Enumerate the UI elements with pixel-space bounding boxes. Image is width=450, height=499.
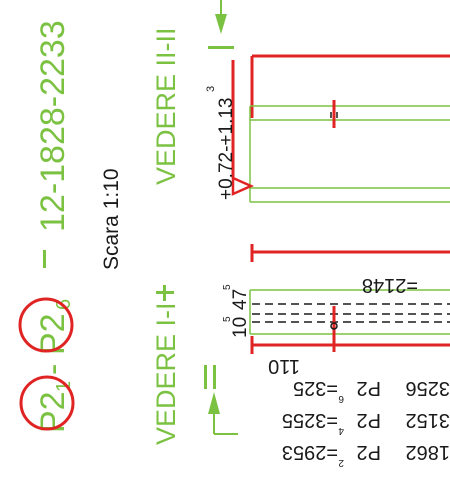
- view-ii-geometry: [231, 54, 450, 203]
- dim-2148: =2148: [362, 274, 418, 296]
- cut-list: 3256 P2 =325 6 3152 P2 =3255 4 1862 P2 =…: [282, 377, 450, 468]
- part-label-base: P2: [34, 391, 72, 433]
- dim-47-sup: 5: [222, 284, 233, 290]
- dim-10: 10 5: [222, 316, 251, 338]
- cut-list-row-sup: 2: [338, 457, 344, 468]
- part-label-p2-1: P2 1: [34, 381, 75, 433]
- part-circle-2: [18, 297, 74, 353]
- view-label-i: VEDERE I-I: [151, 302, 181, 445]
- section-arrow-top: [208, 0, 234, 49]
- title-block: P2 1 - P2 6 12-1828-2233 Scara 1:10: [18, 20, 123, 433]
- scale-label: Scara 1:10: [100, 168, 123, 270]
- cut-list-row-sup: 4: [338, 425, 344, 436]
- cut-list-row-a: 3256: [406, 377, 450, 399]
- tolerance-text: +0.72-+1.13: [216, 98, 237, 200]
- dim-10-sup: 5: [222, 316, 233, 322]
- dim-47-text: 47: [230, 289, 251, 310]
- cut-list-row-c: =2953: [282, 441, 338, 463]
- cut-list-row-b: P2: [357, 409, 381, 431]
- part-label-p2-6: P2 6: [34, 299, 75, 355]
- part-separator: -: [34, 364, 72, 375]
- drawing-code: 12-1828-2233: [34, 20, 72, 232]
- tolerance-sup: 3: [205, 86, 217, 92]
- section-mark-i-upper: [156, 285, 174, 301]
- part-circle-1: [19, 375, 75, 431]
- cut-list-row: 3152 P2 =3255 4: [282, 409, 450, 436]
- cut-list-row: 1862 P2 =2953 2: [282, 441, 450, 468]
- view-i-geometry: [249, 244, 450, 354]
- cut-list-row-c: =325: [293, 377, 338, 399]
- cut-list-row-a: 1862: [406, 441, 450, 463]
- cut-list-row: 3256 P2 =325 6: [293, 377, 450, 404]
- dim-10-text: 10: [230, 317, 251, 338]
- cut-list-row-c: =3255: [282, 409, 338, 431]
- title-separator: [43, 250, 46, 268]
- dim-47: 47 5: [222, 284, 251, 310]
- part-label-sub: 1: [53, 381, 75, 392]
- cut-list-row-b: P2: [357, 441, 381, 463]
- section-arrow-bottom: [204, 365, 238, 435]
- tolerance-annotation: +0.72-+1.13 3: [205, 86, 237, 200]
- dim-110: 110: [268, 355, 300, 377]
- cut-list-row-sup: 6: [338, 393, 344, 404]
- cut-list-row-b: P2: [357, 377, 381, 399]
- cut-list-row-a: 3152: [406, 409, 450, 431]
- part-label-base: P2: [34, 313, 72, 355]
- view-label-ii: VEDERE II-II: [151, 27, 181, 185]
